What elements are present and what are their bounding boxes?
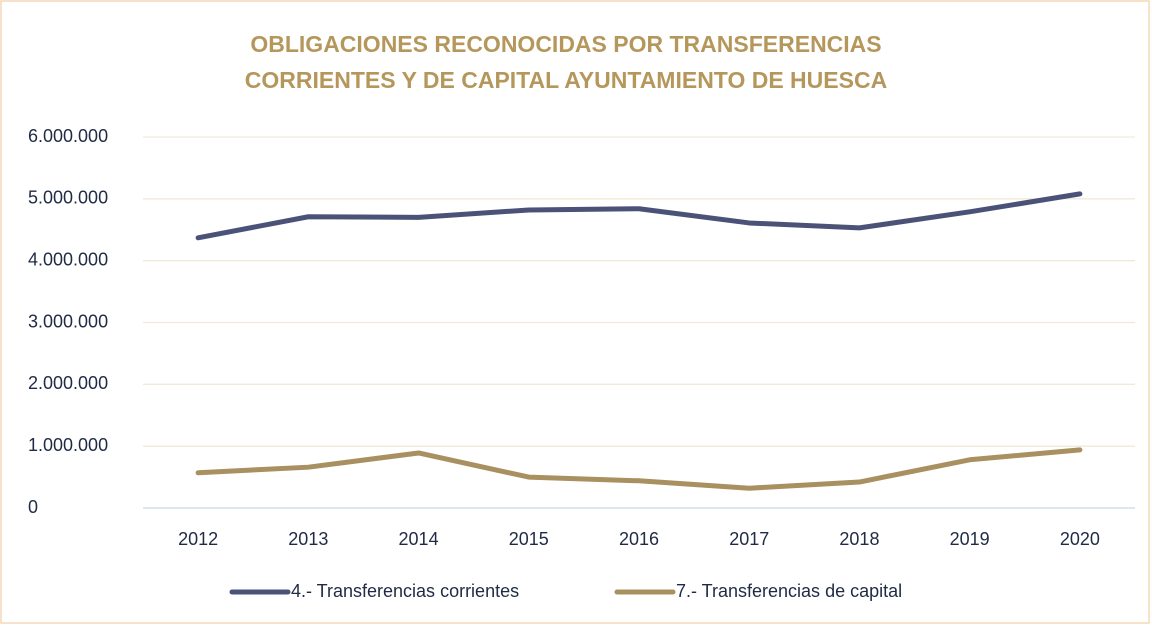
- legend-label: 4.- Transferencias corrientes: [291, 581, 519, 601]
- x-tick-label: 2020: [1060, 529, 1100, 549]
- y-tick-label: 1.000.000: [28, 435, 108, 455]
- y-tick-label: 0: [28, 497, 38, 517]
- y-tick-label: 6.000.000: [28, 126, 108, 146]
- chart-title: CORRIENTES Y DE CAPITAL AYUNTAMIENTO DE …: [245, 67, 887, 93]
- x-tick-label: 2019: [950, 529, 990, 549]
- x-tick-label: 2012: [178, 529, 218, 549]
- x-tick-label: 2014: [399, 529, 439, 549]
- x-tick-label: 2016: [619, 529, 659, 549]
- y-tick-label: 2.000.000: [28, 373, 108, 393]
- y-tick-label: 4.000.000: [28, 249, 108, 269]
- y-tick-label: 5.000.000: [28, 188, 108, 208]
- series-line: [195, 447, 1083, 491]
- series-line: [195, 191, 1083, 241]
- y-tick-label: 3.000.000: [28, 311, 108, 331]
- legend-label: 7.- Transferencias de capital: [676, 581, 902, 601]
- chart-title: OBLIGACIONES RECONOCIDAS POR TRANSFERENC…: [250, 31, 881, 57]
- x-tick-label: 2017: [729, 529, 769, 549]
- x-tick-label: 2013: [288, 529, 328, 549]
- x-tick-label: 2015: [509, 529, 549, 549]
- x-tick-label: 2018: [839, 529, 879, 549]
